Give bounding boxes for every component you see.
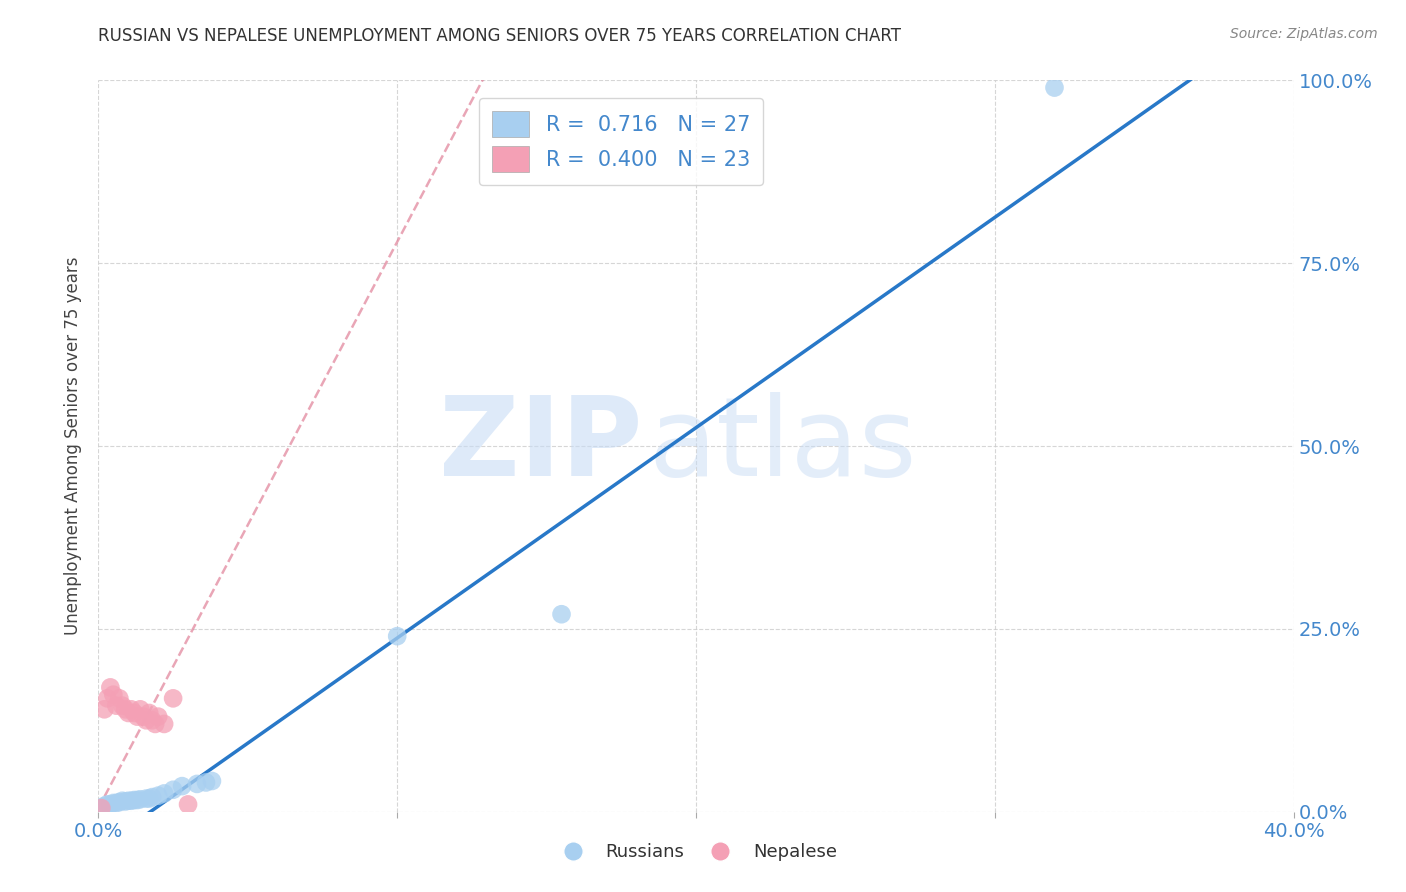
Point xyxy=(90,801,112,815)
Point xyxy=(550,607,572,622)
Point xyxy=(153,787,176,801)
Point xyxy=(132,709,155,723)
Point xyxy=(153,717,176,731)
Point xyxy=(117,794,139,808)
Point xyxy=(105,796,128,810)
Point xyxy=(90,801,112,815)
Text: Source: ZipAtlas.com: Source: ZipAtlas.com xyxy=(1230,27,1378,41)
Text: RUSSIAN VS NEPALESE UNEMPLOYMENT AMONG SENIORS OVER 75 YEARS CORRELATION CHART: RUSSIAN VS NEPALESE UNEMPLOYMENT AMONG S… xyxy=(98,27,901,45)
Point xyxy=(108,691,131,706)
Point xyxy=(186,777,208,791)
Point xyxy=(124,793,146,807)
Point xyxy=(100,797,122,812)
Point xyxy=(135,791,157,805)
Point xyxy=(141,790,163,805)
Point xyxy=(93,702,115,716)
Point xyxy=(148,789,170,803)
Point xyxy=(108,795,131,809)
Point xyxy=(120,702,142,716)
Point xyxy=(1043,80,1066,95)
Point xyxy=(124,706,146,720)
Point xyxy=(117,706,139,720)
Point xyxy=(143,717,166,731)
Point xyxy=(385,629,409,643)
Legend: Russians, Nepalese: Russians, Nepalese xyxy=(548,836,844,869)
Point xyxy=(127,709,149,723)
Point xyxy=(129,702,152,716)
Point xyxy=(111,794,134,808)
Point xyxy=(138,706,160,720)
Point xyxy=(201,774,224,789)
Point xyxy=(129,792,152,806)
Point xyxy=(105,698,128,713)
Point xyxy=(114,702,136,716)
Point xyxy=(103,796,125,810)
Point xyxy=(96,691,118,706)
Point xyxy=(148,709,170,723)
Point xyxy=(177,797,200,812)
Point xyxy=(135,714,157,728)
Point xyxy=(120,794,142,808)
Point xyxy=(172,779,194,793)
Point xyxy=(127,793,149,807)
Point xyxy=(162,782,184,797)
Point xyxy=(96,797,118,812)
Point xyxy=(195,775,218,789)
Point xyxy=(111,698,134,713)
Point xyxy=(114,795,136,809)
Y-axis label: Unemployment Among Seniors over 75 years: Unemployment Among Seniors over 75 years xyxy=(65,257,83,635)
Point xyxy=(100,681,122,695)
Point xyxy=(138,791,160,805)
Point xyxy=(141,714,163,728)
Point xyxy=(103,688,125,702)
Text: atlas: atlas xyxy=(648,392,917,500)
Point xyxy=(93,798,115,813)
Point xyxy=(162,691,184,706)
Text: ZIP: ZIP xyxy=(439,392,643,500)
